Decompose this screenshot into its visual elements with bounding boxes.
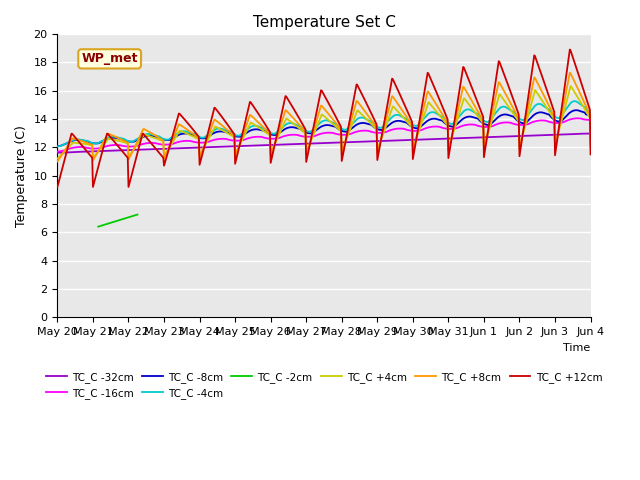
Text: WP_met: WP_met	[81, 52, 138, 65]
Title: Temperature Set C: Temperature Set C	[253, 15, 396, 30]
X-axis label: Time: Time	[563, 343, 591, 353]
Legend: TC_C -32cm, TC_C -16cm, TC_C -8cm, TC_C -4cm, TC_C -2cm, TC_C +4cm, TC_C +8cm, T: TC_C -32cm, TC_C -16cm, TC_C -8cm, TC_C …	[42, 368, 607, 403]
Y-axis label: Temperature (C): Temperature (C)	[15, 125, 28, 227]
